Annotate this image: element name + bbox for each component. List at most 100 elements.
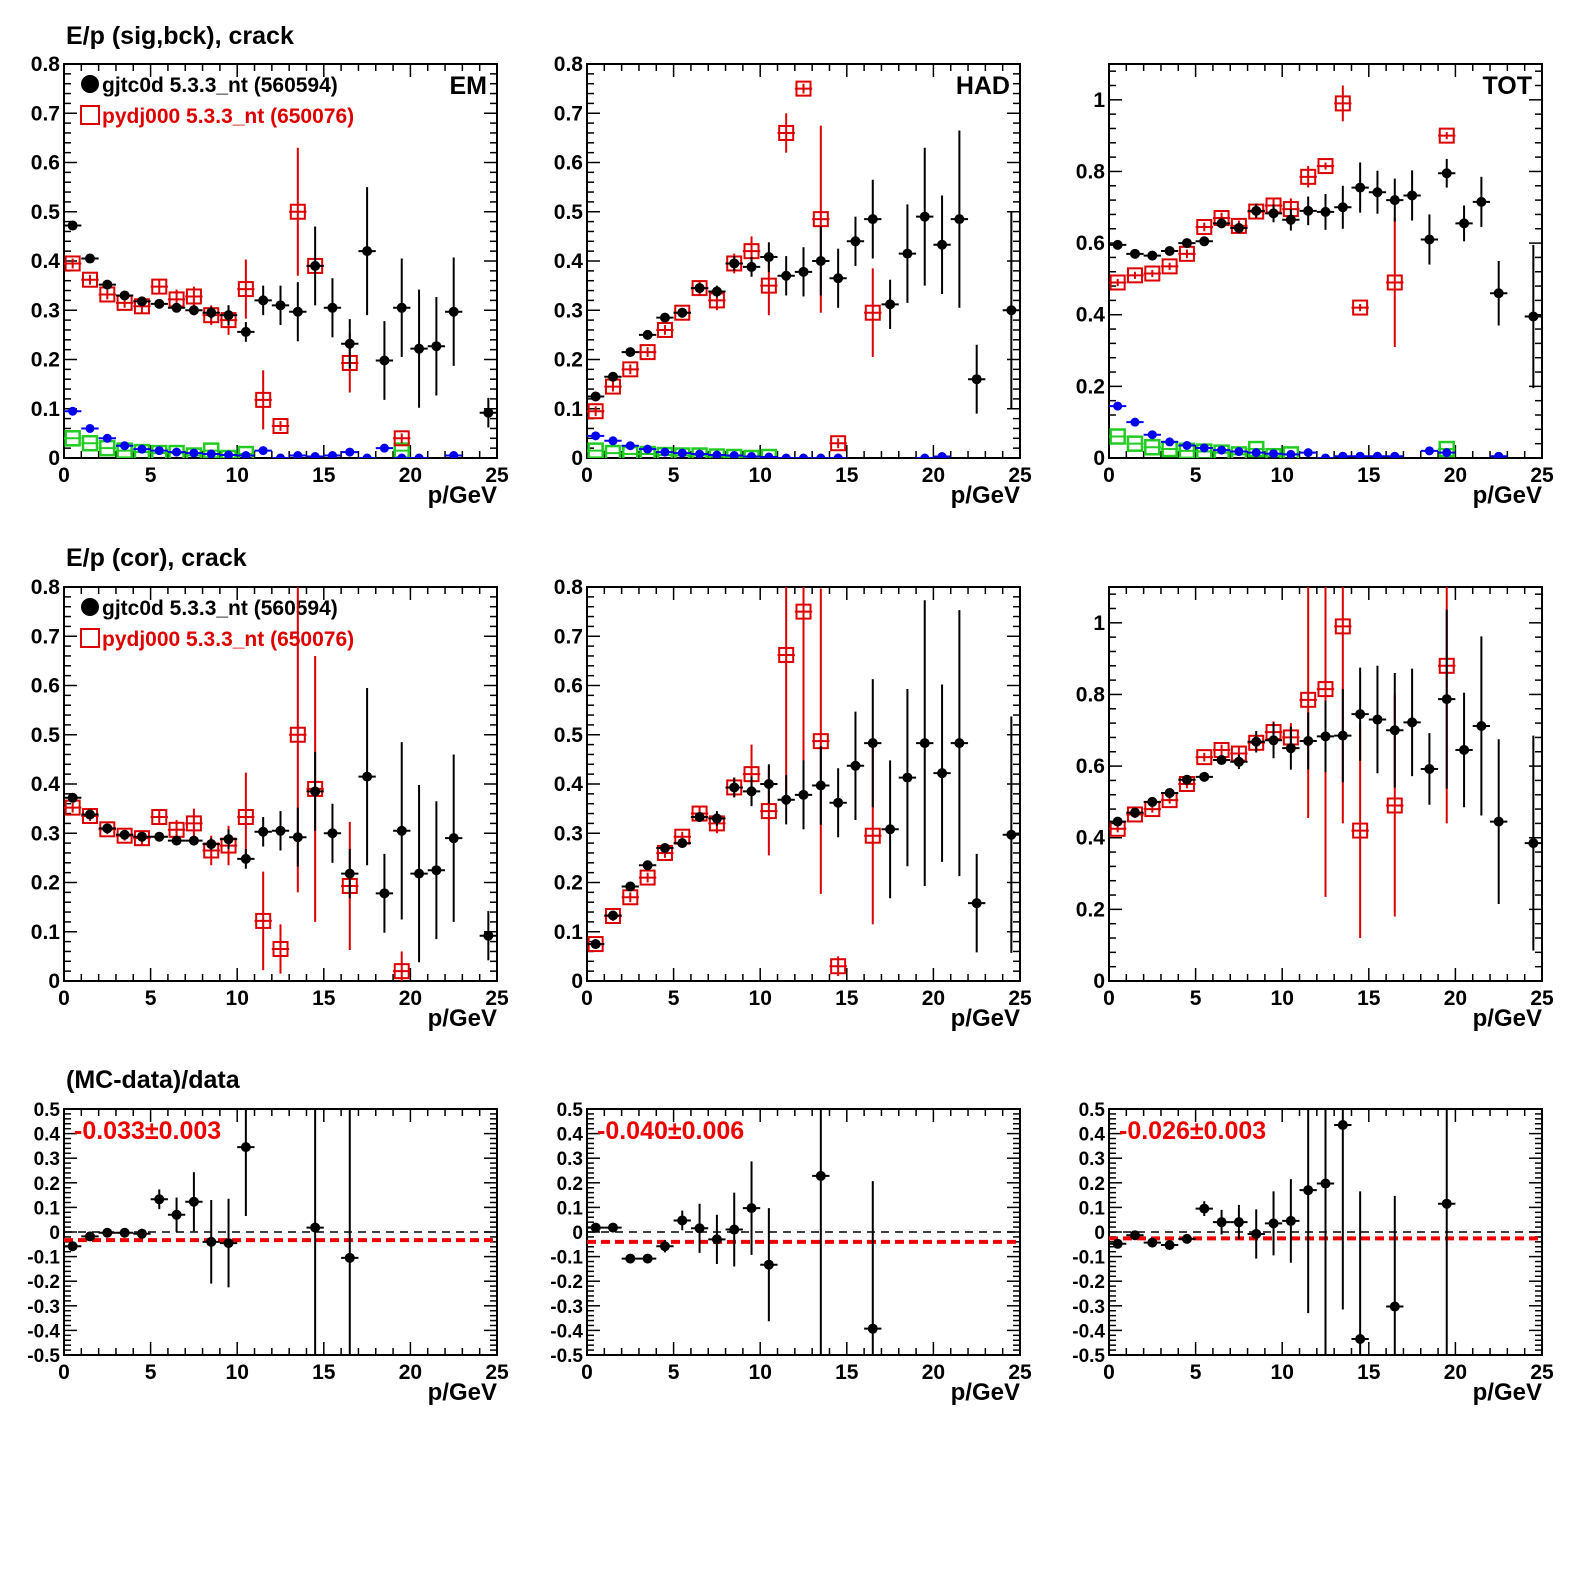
y-tick-label: 0.2 xyxy=(1076,375,1105,398)
x-tick-label: 10 xyxy=(226,987,249,1010)
point-bkg_data xyxy=(673,448,691,458)
data-point xyxy=(1389,195,1400,206)
x-tick-label: 5 xyxy=(1190,1361,1202,1384)
point-bkg_mc xyxy=(1143,439,1161,456)
data-point xyxy=(815,1170,826,1181)
point-data xyxy=(202,1200,220,1284)
point-bkg_data xyxy=(1212,445,1231,455)
point-data xyxy=(81,1231,99,1242)
x-tick-label: 0 xyxy=(58,464,70,487)
x-tick-label: 0 xyxy=(1103,1361,1115,1384)
mc-point xyxy=(795,80,812,97)
x-axis-label: p/GeV xyxy=(1473,1005,1542,1032)
y-tick-label: 0.2 xyxy=(31,872,60,895)
point-mc xyxy=(864,268,882,358)
mc-point xyxy=(622,361,639,378)
y-tick-label: 0.2 xyxy=(1076,898,1105,921)
y-tick-label: 0 xyxy=(48,970,60,993)
bkg-mc-point xyxy=(587,442,604,458)
series-layer xyxy=(64,587,497,981)
point-data xyxy=(742,257,761,277)
point-data xyxy=(587,1222,605,1233)
series-layer xyxy=(64,1109,359,1355)
y-tick-label: 0.5 xyxy=(34,1100,61,1121)
mc-point xyxy=(1144,265,1161,282)
data-point xyxy=(1389,1301,1400,1312)
point-data xyxy=(1438,1109,1456,1355)
data-point xyxy=(815,780,826,791)
data-point xyxy=(1251,736,1262,747)
bkg-data-point xyxy=(660,447,670,457)
point-data xyxy=(812,226,830,296)
data-point xyxy=(258,295,269,306)
bkg-data-point xyxy=(224,450,234,458)
y-tick-label: 0.6 xyxy=(1076,755,1105,778)
point-mc xyxy=(1212,741,1231,758)
y-tick-label: 0.5 xyxy=(1079,1100,1106,1121)
bkg-mc-point xyxy=(725,448,743,458)
legend-label-mc: pydj000 5.3.3_nt (650076) xyxy=(102,105,354,128)
point-data xyxy=(341,849,359,899)
point-data xyxy=(1490,739,1508,904)
point-bkg_data xyxy=(1160,437,1179,447)
point-data xyxy=(1524,735,1542,951)
data-point xyxy=(1303,736,1314,747)
y-tick-label: 0.3 xyxy=(554,822,583,845)
y-tick-label: 0.5 xyxy=(554,724,584,747)
x-tick-label: 25 xyxy=(485,987,509,1010)
mc-point xyxy=(1334,95,1351,112)
point-data xyxy=(1316,1109,1335,1355)
point-data xyxy=(1212,1209,1231,1235)
mc-point xyxy=(1317,158,1334,175)
mc-point xyxy=(1317,681,1334,698)
point-data xyxy=(690,1203,709,1253)
point-data xyxy=(1351,667,1369,761)
chart-panel-1-0: 0 5 10 15 20 25p/GeV 0 0.1 0.2 0.3 0.4 0.5 0.6 0.7 0.8… xyxy=(31,576,509,1032)
bkg-data-point xyxy=(1338,451,1348,458)
point-data xyxy=(237,849,255,869)
y-tick-label: 0.8 xyxy=(554,576,584,599)
y-tick-label: 0.7 xyxy=(31,625,60,648)
data-point xyxy=(1147,1237,1158,1248)
data-point xyxy=(885,299,896,310)
x-tick-label: 25 xyxy=(1530,1361,1554,1384)
x-tick-label: 20 xyxy=(922,464,945,487)
x-axis-label: p/GeV xyxy=(951,482,1020,509)
point-data xyxy=(1299,712,1317,770)
bkg-data-point xyxy=(729,451,739,458)
series-layer xyxy=(64,147,497,458)
point-data xyxy=(1334,689,1352,783)
point-bkg_mc xyxy=(742,449,761,458)
y-tick-label: 0.3 xyxy=(554,299,583,322)
y-tick-label: 0.4 xyxy=(1076,827,1106,850)
point-mc xyxy=(1299,166,1317,188)
mc-point xyxy=(639,344,656,361)
x-axis-label: p/GeV xyxy=(428,1379,497,1406)
point-data xyxy=(812,1109,830,1355)
point-data xyxy=(742,1161,761,1255)
point-data xyxy=(375,321,394,400)
point-data xyxy=(271,811,290,851)
point-data xyxy=(742,776,761,807)
point-data xyxy=(98,1227,116,1238)
y-tick-label: 0.6 xyxy=(1076,232,1105,255)
data-point xyxy=(206,1236,217,1247)
point-data xyxy=(1160,787,1179,798)
point-mc xyxy=(237,259,255,319)
data-point xyxy=(1424,763,1435,774)
data-point xyxy=(833,273,844,284)
point-bkg_data xyxy=(64,406,82,416)
y-tick-label: 0.4 xyxy=(554,250,584,273)
y-tick-label: 0.1 xyxy=(34,1198,61,1219)
data-point xyxy=(448,833,459,844)
point-bkg_data xyxy=(916,453,934,458)
point-bkg_data xyxy=(358,453,376,458)
data-point xyxy=(642,860,653,871)
point-data xyxy=(587,939,605,950)
data-point xyxy=(188,835,199,846)
point-data xyxy=(393,258,411,358)
bkg-data-point xyxy=(1199,443,1209,453)
point-mc xyxy=(656,321,674,338)
y-tick-label: -0.1 xyxy=(1072,1248,1105,1269)
bkg-data-point xyxy=(449,451,459,458)
